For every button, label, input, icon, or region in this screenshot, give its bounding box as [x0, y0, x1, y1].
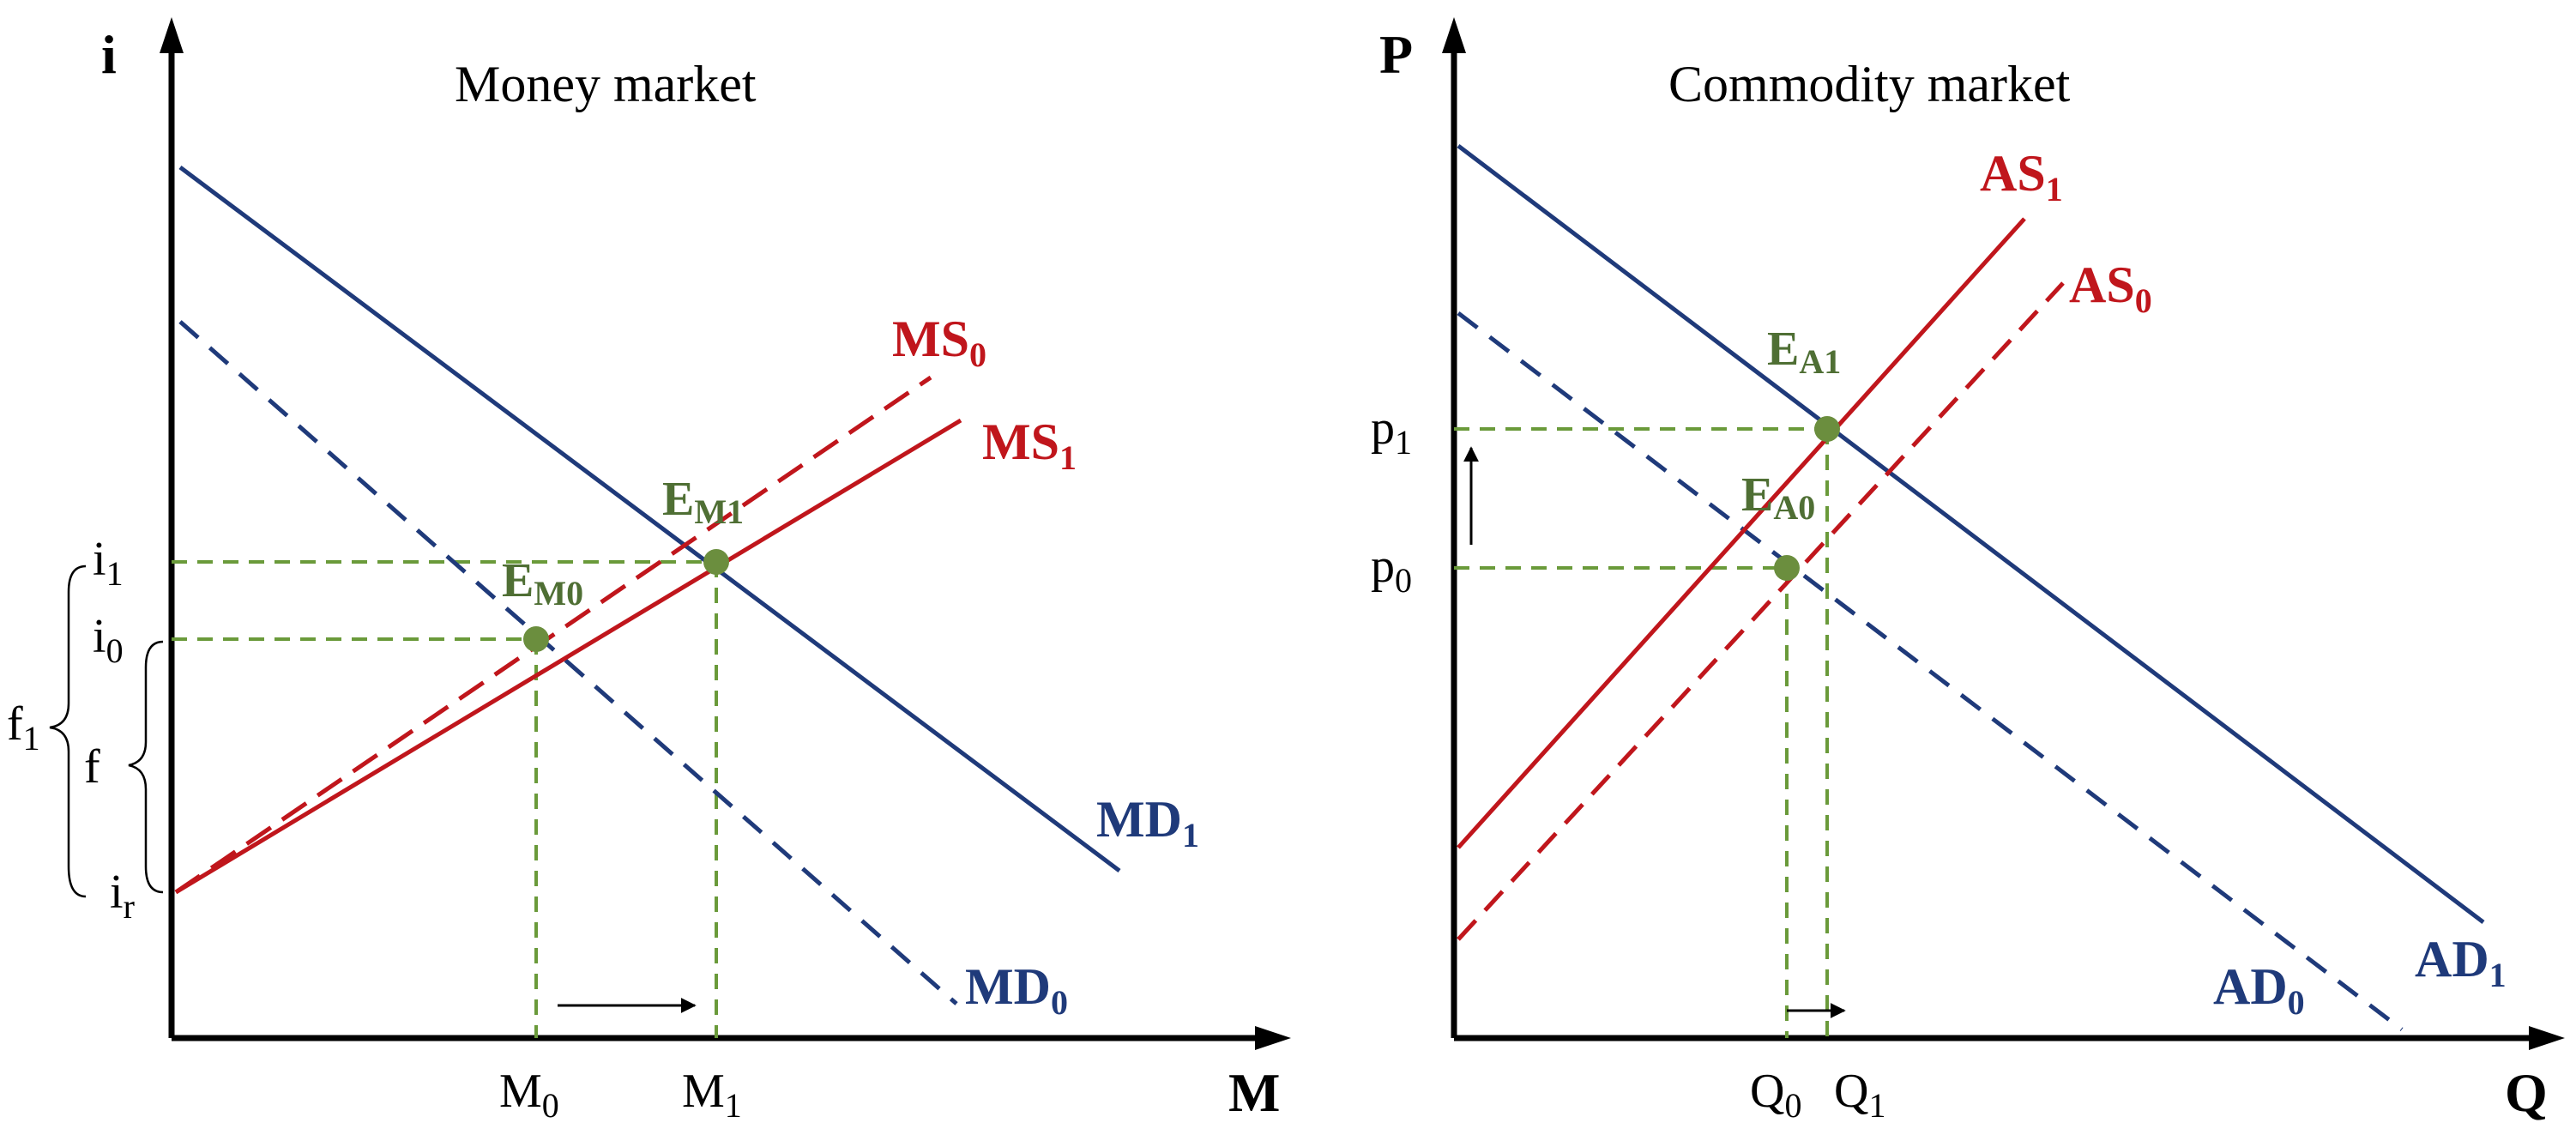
money-label-em1: EM1: [662, 473, 744, 531]
commodity-label-ad1: AD1: [2415, 931, 2507, 994]
commodity-ad1-line: [1457, 144, 2485, 924]
money-label-i1: i1: [93, 533, 124, 593]
commodity-label-q1: Q1: [1834, 1065, 1885, 1125]
commodity-label-ad0: AD0: [2213, 958, 2305, 1022]
money-x-axis-label: M: [1228, 1062, 1280, 1123]
money-brace-f1: [49, 564, 87, 898]
commodity-y-axis-arrow: [1442, 17, 1466, 53]
money-md1-line: [178, 165, 1121, 873]
commodity-title: Commodity market: [1668, 56, 2071, 112]
commodity-label-q0: Q0: [1750, 1065, 1801, 1125]
money-label-ms1: MS1: [982, 414, 1077, 477]
commodity-label-ea0: EA0: [1741, 468, 1815, 527]
money-label-m0: M0: [499, 1065, 559, 1125]
money-brace-f: [128, 640, 164, 894]
money-label-md0: MD0: [965, 958, 1068, 1022]
commodity-ea1-point: [1814, 416, 1840, 442]
money-label-em0: EM0: [502, 554, 583, 613]
money-label-ir: ir: [110, 866, 135, 926]
commodity-x-axis-label: Q: [2505, 1062, 2548, 1123]
money-guides: [172, 560, 718, 1038]
money-y-axis-label: i: [101, 24, 117, 85]
commodity-label-as1: AS1: [1980, 145, 2063, 208]
commodity-ad0-line: [1457, 311, 2404, 1031]
money-title: Money market: [455, 56, 757, 112]
commodity-label-ea1: EA1: [1767, 323, 1841, 381]
money-label-i0: i0: [93, 610, 124, 670]
money-md0-line: [178, 320, 958, 1005]
commodity-label-p0: p0: [1371, 540, 1412, 600]
commodity-guides: [1454, 427, 1829, 1038]
commodity-y-axis-label: P: [1379, 24, 1413, 85]
commodity-label-p1: p1: [1371, 401, 1412, 462]
commodity-ea0-point: [1774, 555, 1800, 581]
money-market-panel: i M Money market i1 i0 ir f1 f M0 M1: [7, 17, 1291, 1125]
money-em1-point: [703, 549, 729, 575]
commodity-label-as0: AS0: [2069, 257, 2152, 320]
commodity-x-axis-arrow: [2529, 1026, 2565, 1050]
money-label-f1: f1: [7, 697, 40, 758]
money-ms1-line: [174, 418, 962, 895]
money-label-md1: MD1: [1096, 791, 1199, 854]
commodity-as1-line: [1457, 217, 2026, 849]
money-em0-point: [523, 626, 549, 652]
money-x-axis-arrow: [1255, 1026, 1291, 1050]
money-ms0-line: [174, 375, 932, 895]
money-label-f: f: [84, 740, 100, 794]
commodity-as0-line: [1457, 281, 2065, 941]
money-label-ms0: MS0: [892, 311, 986, 374]
commodity-market-panel: P Q Commodity market p1 p0 Q0 Q1 AS1 AS0…: [1371, 17, 2565, 1125]
money-label-m1: M1: [682, 1065, 742, 1125]
money-y-axis-arrow: [160, 17, 184, 53]
